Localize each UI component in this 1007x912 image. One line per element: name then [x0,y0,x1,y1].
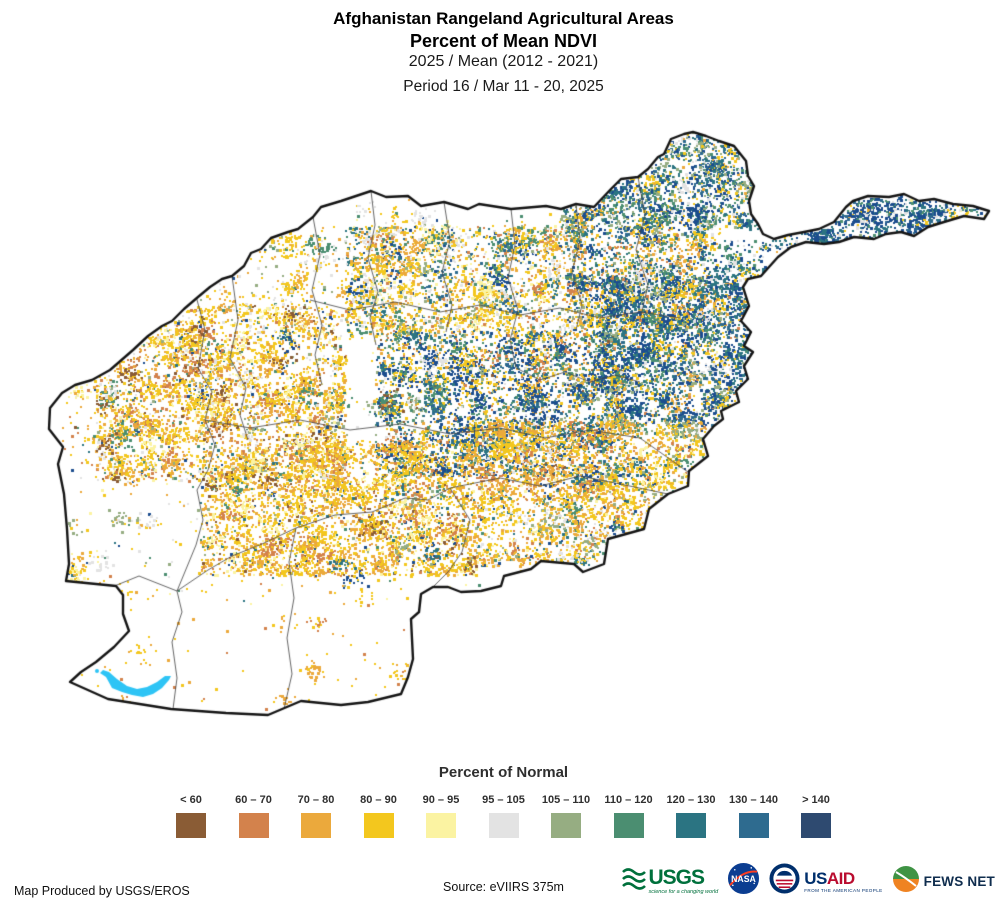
logo-strip: USGS science for a changing world NASA [616,862,995,900]
legend-swatch [238,813,269,838]
legend-class-label: 105 – 110 [541,794,591,806]
map-period-dates: Period 16 / Mar 11 - 20, 2025 [403,77,604,95]
legend-swatches: < 60 60 – 70 70 – 80 80 – 90 90 – 95 95 – 105… [0,794,1007,838]
legend-swatch [551,813,581,838]
fewsnet-logo: FEWS NET [892,865,995,898]
legend-swatch [176,813,206,838]
title-block: Afghanistan Rangeland Agricultural Areas… [0,8,1007,96]
legend-class-label: 80 – 90 [360,794,397,806]
legend-class-label: 70 – 80 [297,794,335,806]
legend-class-1: 60 – 70 [222,794,285,838]
fewsnet-globe-icon [892,865,920,898]
legend-class-label: 60 – 70 [235,794,272,806]
legend-class-6: 105 – 110 [535,794,598,838]
legend-swatch [738,813,769,838]
legend-swatch [426,813,456,838]
legend-class-label: 110 – 120 [604,794,653,806]
usaid-seal-icon [769,863,800,899]
legend-class-label: 120 – 130 [666,794,716,806]
legend-class-10: > 140 [785,794,848,838]
usgs-tagline: science for a changing world [648,889,719,895]
usgs-waves-icon [622,866,647,897]
source-text: Source: eVIIRS 375m [443,880,564,894]
legend-class-label: < 60 [180,794,202,806]
map-title: Afghanistan Rangeland Agricultural Areas [333,9,674,28]
legend-class-4: 90 – 95 [410,794,473,838]
usaid-wordmark: USAID [804,868,855,888]
map-period-ratio: 2025 / Mean (2012 - 2021) [408,52,599,70]
legend-class-5: 95 – 105 [472,794,535,838]
legend-class-label: 95 – 105 [482,794,525,806]
produced-by-text: Map Produced by USGS/EROS [14,884,190,898]
legend-class-0: < 60 [160,794,223,838]
map-subtitle: Percent of Mean NDVI [409,30,598,51]
fewsnet-wordmark: FEWS NET [923,873,995,889]
legend-title: Percent of Normal [438,764,569,781]
nasa-logo: NASA [727,862,760,900]
usgs-logo: USGS science for a changing world [622,866,718,897]
legend-class-3: 80 – 90 [347,794,410,838]
legend-class-7: 110 – 120 [597,794,660,838]
legend-swatch [488,813,519,838]
legend: Percent of Normal < 60 60 – 70 70 – 80 80 –… [0,764,1007,838]
legend-swatch [801,813,831,838]
legend-class-label: 90 – 95 [422,794,460,806]
usaid-logo: USAID FROM THE AMERICAN PEOPLE [769,863,882,899]
legend-class-label: > 140 [802,794,830,806]
legend-swatch [363,813,394,838]
legend-swatch [676,813,706,838]
legend-swatch [301,813,331,838]
legend-class-label: 130 – 140 [729,794,778,806]
usaid-tagline: FROM THE AMERICAN PEOPLE [804,887,883,893]
legend-class-2: 70 – 80 [285,794,348,838]
legend-class-9: 130 – 140 [722,794,785,838]
legend-class-8: 120 – 130 [660,794,723,838]
legend-swatch [613,813,644,838]
usgs-wordmark: USGS [648,866,705,889]
svg-text:NASA: NASA [731,874,756,884]
